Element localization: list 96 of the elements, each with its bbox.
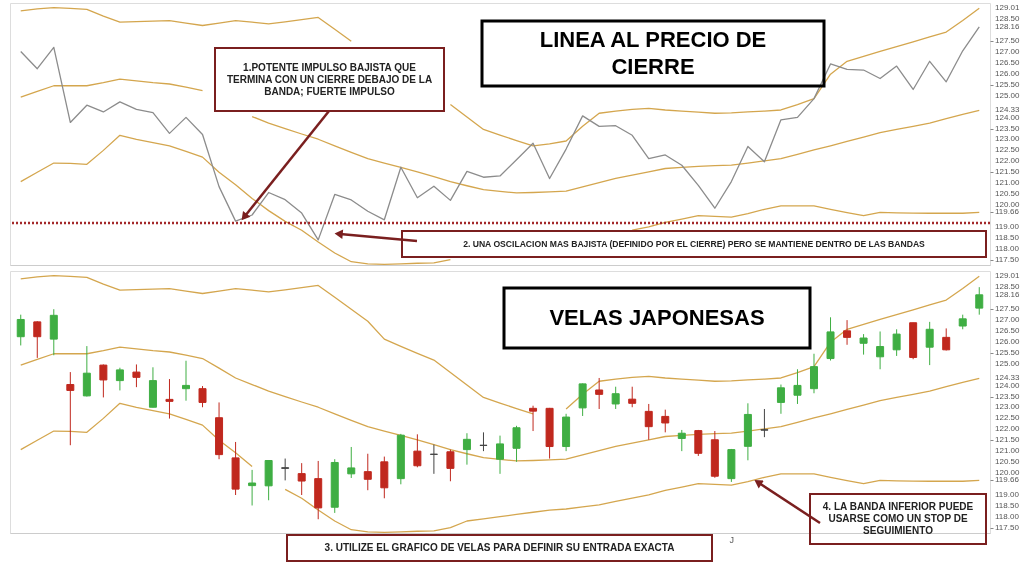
- y-tick-label: 124.33: [995, 105, 1021, 115]
- text: LINEA AL PRECIO DE CIERRE: [539, 27, 767, 79]
- y-tick-label: 120.50: [995, 457, 1021, 467]
- y-tick-label: 128.50: [995, 282, 1021, 292]
- candlestick: [810, 353, 818, 394]
- y-tick-label: 121.00: [995, 178, 1021, 188]
- y-tick-label: 125.50: [995, 347, 1021, 357]
- y-tick-label: 121.50: [995, 167, 1021, 177]
- y-tick-label: 125.00: [995, 90, 1021, 100]
- candlestick: [793, 368, 802, 405]
- candlestick: [611, 386, 620, 410]
- candlestick: [925, 321, 934, 366]
- y-tick-label: 127.00: [995, 315, 1021, 325]
- candlestick: [297, 462, 306, 496]
- annotation: 1.POTENTE IMPULSO BAJISTA QUE TERMINA CON UN CIERRE DEBAJO DE LA BANDA; FUERTE IMPULSO: [226, 61, 433, 97]
- candlestick: [413, 433, 422, 468]
- candlestick: [66, 371, 75, 446]
- text: VELAS JAPONESAS: [549, 305, 765, 330]
- y-tick-label: 123.00: [995, 402, 1021, 412]
- y-tick-label: 123.50: [995, 391, 1021, 401]
- candlestick: [876, 330, 885, 370]
- y-tick-label: 126.00: [995, 68, 1021, 78]
- candlestick: [462, 432, 471, 466]
- candlestick: [49, 308, 58, 356]
- y-tick-label: 124.00: [995, 380, 1021, 390]
- y-tick-label: 125.00: [995, 358, 1021, 368]
- y-tick-label: 128.16: [995, 21, 1021, 31]
- candlestick: [165, 378, 174, 420]
- y-tick-label: 121.00: [995, 446, 1021, 456]
- y-tick-label: 127.50: [995, 36, 1021, 46]
- y-tick-label: 127.50: [995, 304, 1021, 314]
- candlestick: [363, 453, 372, 491]
- y-tick-label: 117.50: [995, 522, 1020, 532]
- candlestick: [16, 314, 25, 346]
- y-tick-label: 124.33: [995, 373, 1021, 383]
- y-tick-label: 122.50: [995, 413, 1021, 423]
- y-tick-label: 119.00: [995, 221, 1020, 231]
- candlestick: [132, 363, 141, 388]
- y-tick-label: 119.66: [995, 207, 1020, 217]
- y-tick-label: 126.50: [995, 326, 1021, 336]
- y-tick-label: 128.16: [995, 289, 1021, 299]
- y-tick-label: 118.00: [995, 511, 1020, 521]
- candlestick: [975, 286, 984, 316]
- candlestick: [99, 363, 108, 398]
- candlestick: [446, 449, 455, 482]
- candlestick: [347, 446, 356, 479]
- y-tick-label: 123.50: [995, 123, 1021, 133]
- y-tick-label: 124.00: [995, 112, 1021, 122]
- candlestick: [115, 367, 124, 391]
- candlestick: [694, 429, 703, 457]
- candlestick: [529, 405, 538, 432]
- y-tick-label: 126.00: [995, 336, 1021, 346]
- y-tick-label: 122.50: [995, 145, 1021, 155]
- candlestick: [82, 345, 91, 398]
- line-series: [20, 26, 980, 241]
- candlestick: [512, 425, 521, 463]
- y-tick-label: 118.50: [995, 500, 1020, 510]
- y-tick-label: 127.00: [995, 47, 1021, 57]
- x-tick-label: J: [729, 534, 735, 545]
- candlestick: [859, 333, 868, 356]
- candlestick: [661, 409, 670, 433]
- y-tick-label: 121.50: [995, 435, 1021, 445]
- candlestick: [595, 377, 604, 410]
- annotation: 4. LA BANDA INFERIOR PUEDE USARSE COMO UN STOP DE SEGUIMIENTO: [822, 501, 974, 536]
- candlestick: [182, 360, 190, 402]
- y-tick-label: 120.00: [995, 199, 1021, 209]
- candlestick: [892, 328, 901, 357]
- candlestick: [496, 435, 504, 475]
- y-tick-label: 125.50: [995, 79, 1021, 89]
- y-tick-label: 119.00: [995, 489, 1020, 499]
- y-tick-label: 122.00: [995, 424, 1021, 434]
- candlestick: [628, 386, 637, 408]
- y-tick-label: 120.50: [995, 189, 1021, 199]
- candlestick: [776, 384, 785, 415]
- candlestick: [677, 429, 686, 452]
- candlestick: [644, 403, 653, 441]
- text: 3. UTILIZE EL GRAFICO DE VELAS PARA DEFINIR SU ENTRADA EXACTA: [324, 542, 675, 553]
- y-tick-label: 129.01: [995, 3, 1021, 13]
- y-tick-label: 117.50: [995, 254, 1020, 264]
- candlestick: [198, 385, 207, 408]
- candlestick: [281, 458, 290, 481]
- y-tick-label: 126.50: [995, 58, 1021, 68]
- candlestick: [843, 319, 852, 346]
- candlestick: [33, 320, 42, 359]
- y-tick-label: 118.00: [995, 243, 1020, 253]
- y-tick-label: 118.50: [995, 232, 1020, 242]
- candlestick: [479, 431, 488, 452]
- y-tick-label: 123.00: [995, 134, 1021, 144]
- annotation: 2. UNA OSCILACION MAS BAJISTA (DEFINIDO POR EL CIERRE) PERO SE MANTIENE DENTRO DE LAS BANDAS: [463, 239, 926, 249]
- y-tick-label: 128.50: [995, 14, 1021, 24]
- y-tick-label: 129.01: [995, 271, 1021, 281]
- y-tick-label: 120.00: [995, 467, 1021, 477]
- candlestick: [760, 408, 769, 438]
- candlestick: [248, 469, 257, 506]
- y-tick-label: 122.00: [995, 156, 1021, 166]
- y-tick-label: 119.66: [995, 475, 1020, 485]
